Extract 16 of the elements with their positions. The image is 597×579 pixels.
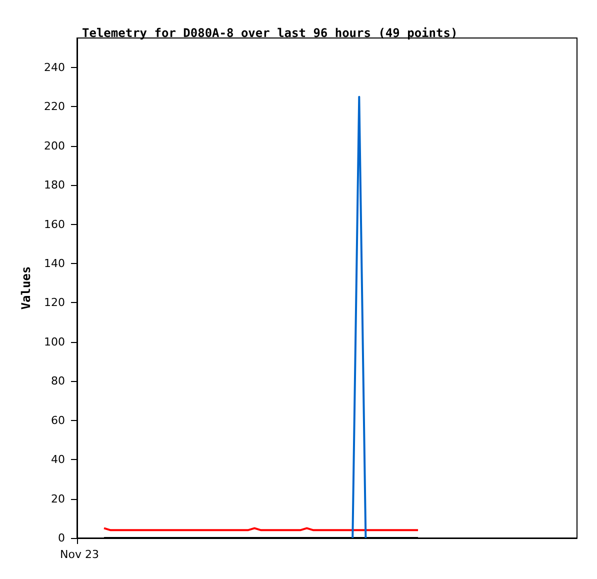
y-tick-label: 80 [51, 374, 65, 388]
y-axis-title: Values [19, 266, 33, 310]
y-tick-label: 240 [44, 60, 65, 74]
y-tick-label: 160 [44, 218, 65, 231]
y-tick-label: 20 [51, 492, 65, 506]
y-tick-label: 120 [44, 296, 65, 310]
y-tick-label: 140 [44, 256, 65, 270]
y-tick-label: 100 [44, 335, 65, 348]
text: Nov 23 [60, 548, 99, 561]
chart-title: Telemetry for D080A-8 over last 96 hours (49 points) [82, 26, 458, 40]
y-tick-label: 220 [44, 100, 65, 114]
y-tick-label: 200 [44, 139, 65, 152]
y-tick-label: 0 [58, 532, 65, 544]
y-tick-label: 180 [44, 178, 65, 192]
y-tick-label: 60 [51, 414, 65, 427]
y-tick-label: 40 [51, 453, 65, 466]
